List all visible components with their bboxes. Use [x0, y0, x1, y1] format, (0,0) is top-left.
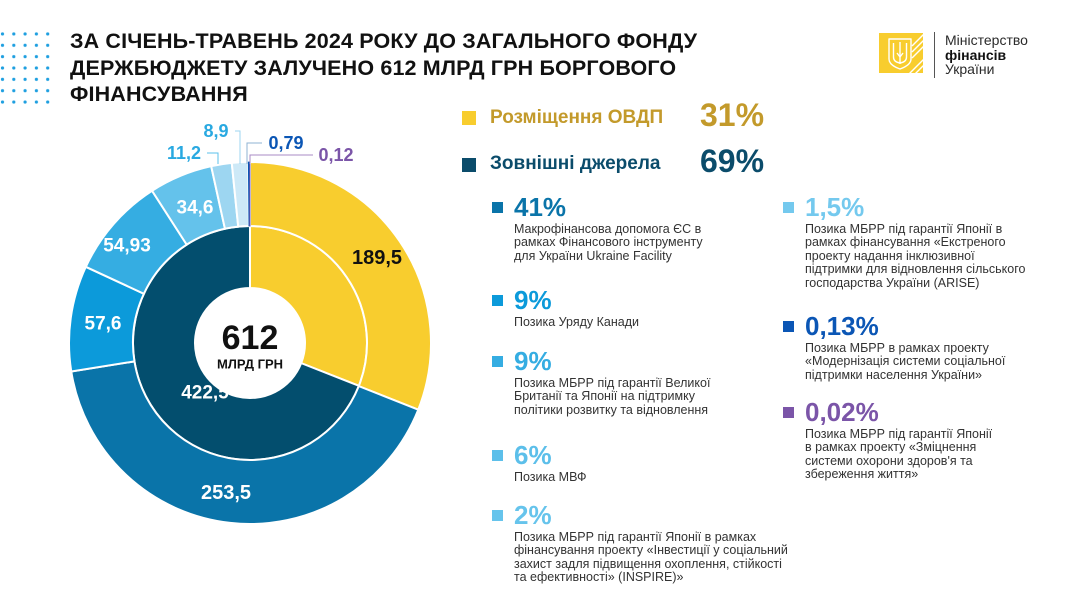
- center-total-unit: МЛРД ГРН: [217, 357, 283, 372]
- center-total-value: 612: [222, 319, 279, 357]
- ministry-name-line-3: України: [945, 61, 995, 77]
- legend-item-ibrd-health: 0,02% Позика МБРР під гарантії Японії в …: [783, 397, 1063, 481]
- legend-description: Позика МБРР під гарантії Японії в рамках…: [805, 222, 1026, 290]
- legend-percent: 0,02%: [805, 397, 879, 427]
- legend-swatch: [492, 510, 503, 521]
- center-circle: [196, 289, 304, 397]
- legend-swatch: [783, 407, 794, 418]
- ministry-name-line-1: Міністерство: [945, 32, 1028, 48]
- legend-swatch: [492, 295, 503, 306]
- outer-ring: [68, 160, 432, 525]
- ministry-logo: [879, 33, 923, 73]
- ministry-name-line-2: фінансів: [945, 46, 1007, 63]
- legend-description: Макрофінансова допомога ЄС в рамках Фіна…: [514, 222, 703, 263]
- logo-stripes: [909, 34, 923, 73]
- legend-item-ibrd-arise: 1,5% Позика МБРР під гарантії Японії в р…: [783, 192, 1063, 289]
- title-line-3: ФІНАНСУВАННЯ: [70, 82, 248, 106]
- legend-percent-domestic-bonds: 31%: [700, 97, 765, 133]
- slice-label-ibrd-arise: 8,9: [203, 121, 228, 141]
- slice-label-canada-loan: 57,6: [85, 314, 122, 335]
- title-line-1: ЗА СІЧЕНЬ-ТРАВЕНЬ 2024 РОКУ ДО ЗАГАЛЬНОГ…: [70, 29, 698, 53]
- logo-divider: [934, 32, 935, 78]
- slice-label-ibrd-social-support: 0,79: [268, 133, 303, 153]
- legend-percent: 9%: [514, 346, 552, 376]
- legend-percent: 41%: [514, 192, 567, 222]
- legend-item-ibrd-social-support: 0,13% Позика МБРР в рамках проекту «Моде…: [783, 311, 1063, 382]
- outer-slice-domestic-bonds: [249, 160, 432, 412]
- slice-label-imf-loan: 34,6: [177, 198, 214, 219]
- debt-financing-donut-chart: 612 МЛРД ГРН 189,5 253,5 57,6 54,93 34,6…: [68, 121, 432, 525]
- legend-percent: 1,5%: [805, 192, 865, 222]
- callout-line-11-2: [207, 152, 219, 164]
- slice-label-ibrd-inspire: 11,2: [167, 143, 201, 163]
- legend-description: Позика МБРР під гарантії Японії в рамках…: [805, 427, 993, 482]
- legend-item-ibrd-uk-japan: 9% Позика МБРР під гарантії Великої Брит…: [492, 346, 772, 417]
- legend-swatch: [492, 450, 503, 461]
- legend-swatch: [783, 202, 794, 213]
- legend-description: Позика МВФ: [514, 470, 587, 484]
- legend-description: Позика МБРР під гарантії Великої Британі…: [514, 376, 711, 417]
- page-title: ЗА СІЧЕНЬ-ТРАВЕНЬ 2024 РОКУ ДО ЗАГАЛЬНОГ…: [70, 28, 697, 108]
- callout-line-8-9: [235, 130, 241, 164]
- legend-label-external-sources: Зовнішні джерела: [490, 153, 661, 174]
- outer-slice-eu-ukraine-facility: [70, 360, 420, 525]
- slice-label-eu-ukraine-facility: 253,5: [201, 482, 251, 504]
- legend-swatch: [492, 202, 503, 213]
- legend-description: Позика МБРР під гарантії Японії в рамках…: [514, 530, 788, 585]
- legend-percent: 0,13%: [805, 311, 879, 341]
- trident-icon: [888, 38, 912, 70]
- legend-percent: 2%: [514, 500, 552, 530]
- legend-swatch-domestic-bonds: [462, 111, 476, 125]
- legend-swatch: [783, 321, 794, 332]
- callout-line-0-12: [249, 154, 313, 164]
- legend-swatch: [492, 356, 503, 367]
- legend-percent: 9%: [514, 285, 552, 315]
- dot-grid-decoration: [0, 30, 56, 109]
- legend-item-ibrd-inspire: 2% Позика МБРР під гарантії Японії в рам…: [492, 500, 788, 584]
- legend-percent-external-sources: 69%: [700, 143, 765, 179]
- slice-label-ibrd-uk-japan: 54,93: [103, 236, 151, 257]
- legend-percent: 6%: [514, 440, 552, 470]
- legend-swatch-external-sources: [462, 158, 476, 172]
- legend-item-eu-ukraine-facility: 41% Макрофінансова допомога ЄС в рамках …: [492, 192, 772, 263]
- slice-label-external-sources: 422,5: [181, 383, 229, 404]
- title-line-2: ДЕРЖБЮДЖЕТУ ЗАЛУЧЕНО 612 МЛРД ГРН БОРГОВ…: [70, 55, 677, 80]
- legend-item-canada-loan: 9% Позика Уряду Канади: [492, 285, 772, 329]
- legend-label-domestic-bonds: Розміщення ОВДП: [490, 107, 664, 128]
- legend-description: Позика Уряду Канади: [514, 315, 640, 329]
- slice-label-ibrd-health: 0,12: [318, 145, 353, 165]
- ministry-name: Міністерство фінансів України: [945, 33, 1028, 77]
- legend-item-imf-loan: 6% Позика МВФ: [492, 440, 772, 484]
- callout-line-0-79: [246, 142, 262, 164]
- legend-description: Позика МБРР в рамках проекту «Модернізац…: [805, 341, 1006, 382]
- slice-label-domestic-bonds: 189,5: [352, 247, 402, 269]
